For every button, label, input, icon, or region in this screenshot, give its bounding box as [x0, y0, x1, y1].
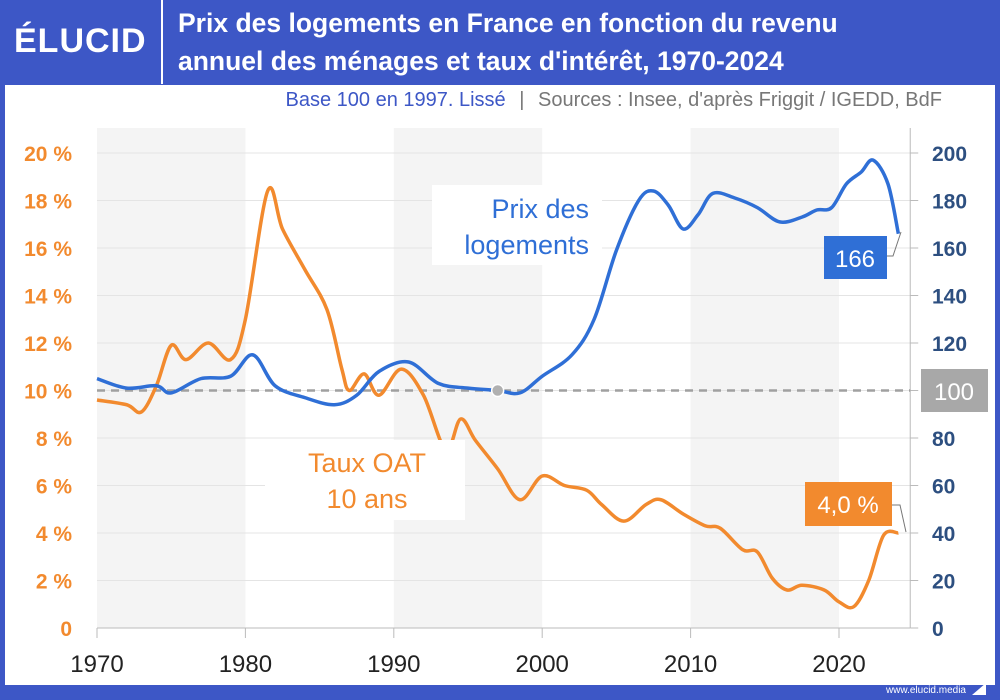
sources: Sources : Insee, d'après Friggit / IGEDD…: [538, 89, 942, 111]
price-series-annotation: logements: [464, 230, 589, 260]
x-axis-tick-label: 1980: [219, 651, 272, 678]
right-axis-tick-label: 20: [932, 571, 955, 594]
subtitle-separator: |: [519, 89, 525, 111]
right-axis-tick-label: 200: [932, 143, 967, 166]
price-annotation-bg: [432, 185, 602, 265]
price-label-leader: [887, 231, 902, 257]
left-axis-tick-label: 14 %: [24, 286, 72, 309]
elucid-mark-icon: [972, 683, 986, 695]
price-end-badge: [824, 236, 887, 279]
footer-url[interactable]: www.elucid.media: [885, 685, 966, 696]
price-series-annotation: Prix des: [491, 194, 589, 224]
right-axis-tick-label: 140: [932, 286, 967, 309]
left-axis-tick-label: 0: [60, 618, 72, 641]
x-axis-tick-label: 2010: [664, 651, 717, 678]
rate-series-annotation: Taux OAT: [308, 448, 426, 478]
header-divider: [161, 0, 163, 84]
shaded-decade: [690, 128, 839, 628]
x-axis-tick-label: 1990: [367, 651, 420, 678]
subtitle: Base 100 en 1997. Lissé | Sources : Inse…: [286, 89, 942, 112]
base-100-label: 100: [934, 379, 974, 406]
rate-series-annotation: 10 ans: [326, 484, 407, 514]
rate-label-leader: [892, 504, 907, 533]
left-axis-tick-label: 8 %: [36, 428, 73, 451]
right-axis-tick-label: 120: [932, 333, 967, 356]
right-axis-tick-label: 180: [932, 191, 967, 214]
right-axis-tick-label: 80: [932, 428, 955, 451]
x-axis-tick-label: 1970: [70, 651, 123, 678]
rate-series-line: [96, 186, 899, 610]
rate-end-label: 4,0 %: [817, 492, 878, 519]
x-axis-tick-label: 2000: [516, 651, 569, 678]
chart-title: Prix des logements en France en fonction…: [178, 4, 838, 80]
left-axis-tick-label: 18 %: [24, 191, 72, 214]
base-100-badge: [921, 369, 988, 412]
elucid-logo: ÉLUCID: [14, 22, 147, 60]
left-axis-tick-label: 6 %: [36, 476, 73, 499]
title-line-1: Prix des logements en France en fonction…: [178, 8, 838, 38]
price-series-line: [96, 158, 901, 407]
subtitle-text: Base 100 en 1997. Lissé: [285, 89, 506, 111]
left-axis-tick-label: 10 %: [24, 381, 72, 404]
left-axis-tick-label: 2 %: [36, 571, 73, 594]
price-end-label: 166: [835, 246, 875, 273]
left-axis-tick-label: 12 %: [24, 333, 72, 356]
left-axis-tick-label: 16 %: [24, 238, 72, 261]
base-year-marker: [490, 383, 505, 398]
rate-end-badge: [805, 482, 892, 526]
title-line-2: annuel des ménages et taux d'intérêt, 19…: [178, 46, 784, 76]
right-axis-tick-label: 40: [932, 523, 955, 546]
rate-annotation-bg: [265, 440, 465, 520]
left-axis-tick-label: 20 %: [24, 143, 72, 166]
right-axis-tick-label: 60: [932, 476, 955, 499]
x-axis-tick-label: 2020: [812, 651, 865, 678]
right-axis-tick-label: 0: [932, 618, 944, 641]
right-axis-tick-label: 160: [932, 238, 967, 261]
left-axis-tick-label: 4 %: [36, 523, 73, 546]
